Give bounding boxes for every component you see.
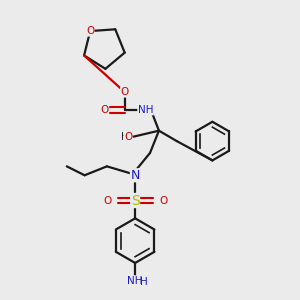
- Text: O: O: [103, 196, 111, 206]
- Text: NH: NH: [138, 105, 153, 115]
- Text: O: O: [121, 87, 129, 97]
- Text: O: O: [159, 196, 167, 206]
- Text: O: O: [86, 26, 94, 36]
- Text: N: N: [130, 169, 140, 182]
- Text: S: S: [131, 194, 140, 208]
- Text: NH: NH: [128, 276, 143, 286]
- Text: H: H: [121, 132, 129, 142]
- Text: H: H: [140, 277, 148, 287]
- Text: O: O: [100, 105, 108, 115]
- Text: O: O: [124, 132, 132, 142]
